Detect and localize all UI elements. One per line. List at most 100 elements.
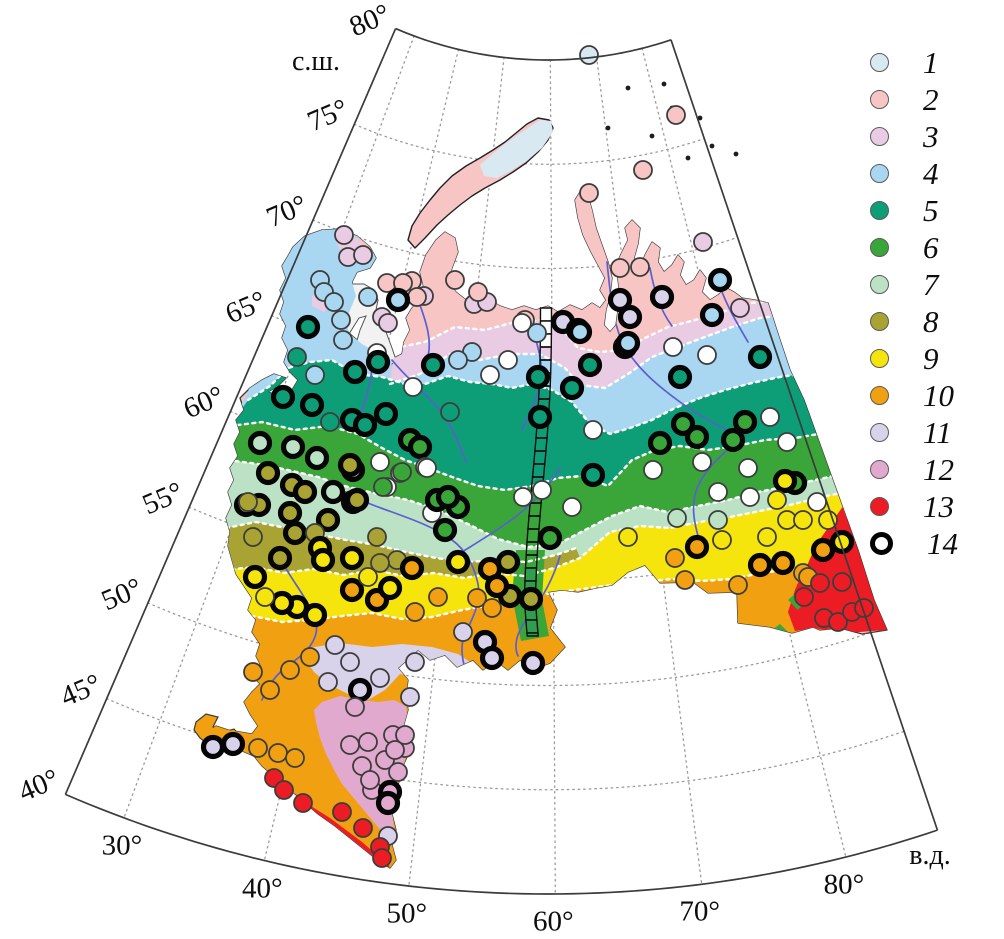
legend-swatch-1 — [870, 53, 889, 72]
sample-point-type14 — [435, 484, 461, 510]
sample-point — [405, 652, 425, 672]
sample-point-type14 — [484, 573, 510, 599]
sample-point — [333, 330, 353, 350]
sample-point-type14 — [342, 359, 368, 385]
frame-top-arc — [395, 27, 672, 61]
sample-point — [445, 270, 465, 290]
sample-point — [392, 462, 412, 482]
sample-point — [268, 743, 288, 763]
legend-swatch-6 — [870, 238, 889, 257]
sample-point — [260, 680, 280, 700]
arctic-island-speck — [733, 151, 739, 157]
sample-point — [372, 848, 392, 868]
arctic-island-speck — [697, 115, 703, 121]
novaya-zemlya-north-part — [480, 120, 553, 178]
sample-point-type14 — [399, 555, 425, 581]
sample-point — [367, 527, 387, 547]
sample-point — [633, 160, 653, 180]
sample-point — [480, 365, 500, 385]
sample-point-type14 — [315, 507, 341, 533]
sample-point — [738, 458, 758, 478]
sample-point — [428, 587, 448, 607]
sample-point-type14 — [518, 586, 544, 612]
sample-point — [453, 622, 473, 642]
sample-point — [828, 612, 848, 632]
sample-point — [293, 793, 313, 813]
sample-point — [697, 345, 717, 365]
lon-tick-label-60: 60° — [533, 905, 574, 938]
legend-swatch-7 — [870, 275, 889, 294]
sample-point-type14 — [280, 434, 306, 460]
sample-point — [405, 602, 425, 622]
ural-strip-cell — [539, 307, 553, 322]
sample-point-type14 — [255, 460, 281, 486]
sample-point — [730, 298, 750, 318]
sample-point — [562, 497, 582, 517]
sample-point — [255, 587, 275, 607]
sample-point-type14 — [684, 424, 710, 450]
arctic-island-speck — [605, 125, 611, 131]
sample-point-type14 — [707, 267, 733, 293]
ural-strip-cell — [526, 632, 539, 637]
zone-boundary-line — [246, 358, 842, 436]
sample-point-type14 — [649, 284, 675, 310]
meridian-line — [408, 56, 505, 887]
legend-swatch-5 — [870, 201, 889, 220]
lat-unit-label: с.ш. — [292, 46, 340, 77]
sample-point — [280, 660, 300, 680]
sample-point — [300, 647, 320, 667]
sample-point-type14 — [580, 462, 606, 488]
sample-point — [395, 725, 415, 745]
sample-point — [740, 487, 760, 507]
legend-label-14: 14 — [927, 526, 958, 561]
frame-right-edge — [670, 39, 939, 831]
sample-point — [378, 313, 398, 333]
sample-point — [332, 802, 352, 822]
sample-point-type14 — [699, 302, 725, 328]
sample-point-type14 — [407, 434, 433, 460]
sample-point — [527, 323, 547, 343]
legend-label-11: 11 — [923, 415, 952, 450]
sample-point — [665, 548, 685, 568]
legend-item-10: 10 — [856, 377, 954, 414]
sample-point — [728, 575, 748, 595]
legend-label-13: 13 — [923, 489, 954, 524]
sample-point — [305, 365, 325, 385]
sample-point-type14 — [242, 564, 268, 590]
lon-tick-label-50: 50° — [386, 897, 428, 930]
sample-point — [400, 687, 420, 707]
sample-point — [417, 458, 437, 478]
sample-point — [643, 460, 663, 480]
legend-swatch-2 — [870, 90, 889, 109]
sample-point-type14 — [302, 602, 328, 628]
sample-point-type14 — [617, 304, 643, 330]
legend-item-12: 12 — [856, 451, 954, 488]
sample-point-type14 — [339, 577, 365, 603]
sample-point — [818, 510, 838, 530]
legend-label-12: 12 — [923, 452, 954, 487]
sample-point-type14 — [747, 344, 773, 370]
legend-item-8: 8 — [856, 303, 939, 340]
sample-point — [331, 310, 351, 330]
sample-point-type14 — [337, 452, 363, 478]
sample-point — [810, 573, 830, 593]
sample-point — [373, 477, 393, 497]
legend-item-14: 14 — [856, 525, 958, 562]
sample-point-type14 — [375, 790, 401, 816]
sample-point-type14 — [670, 411, 696, 437]
legend-label-3: 3 — [923, 119, 939, 154]
sample-point — [794, 587, 814, 607]
legend-swatch-13 — [870, 497, 889, 516]
sample-point-type14 — [270, 384, 296, 410]
sample-point — [320, 412, 340, 432]
sample-point-type14 — [479, 645, 505, 671]
legend-swatch-4 — [870, 164, 889, 183]
parallel-line — [353, 123, 705, 165]
legend-label-7: 7 — [923, 267, 939, 302]
sample-point-type14 — [527, 404, 553, 430]
lon-tick-label-40: 40° — [242, 872, 283, 905]
sample-point-type14 — [615, 330, 641, 356]
sample-point — [340, 652, 360, 672]
